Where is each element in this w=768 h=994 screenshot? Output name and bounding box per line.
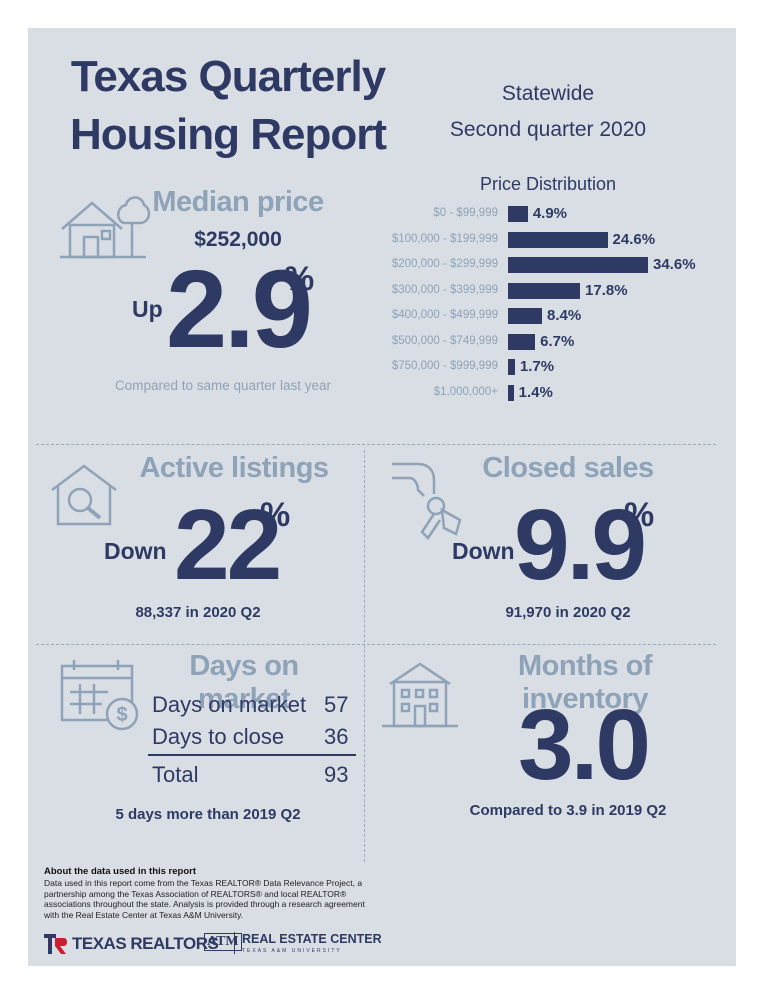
divider-vertical	[364, 450, 365, 862]
house-with-tree-icon	[60, 196, 151, 259]
months-inventory-value: 3.0	[517, 689, 651, 801]
chart-value-label: 6.7%	[540, 332, 575, 350]
chart-value-label: 34.6%	[653, 256, 696, 273]
active-listings-heading: Active listings	[139, 452, 329, 484]
dom-total-label: Total	[152, 762, 199, 787]
dom-total-value: 93	[324, 762, 349, 787]
median-price-change: 2.9	[166, 248, 313, 371]
svg-text:$: $	[116, 704, 127, 726]
logo-separator	[234, 932, 235, 954]
chart-bar	[508, 384, 514, 401]
active-listings-note: 88,337 in 2020 Q2	[135, 604, 261, 621]
active-listings-change: 22	[174, 489, 282, 601]
chart-category-label: $500,000 - $749,999	[391, 334, 498, 347]
chart-value-label: 1.7%	[519, 358, 555, 375]
dom-row-label-1: Days on market	[152, 692, 307, 717]
median-price-heading: Median price	[152, 186, 324, 218]
chart-value-label: 24.6%	[612, 230, 656, 248]
hand-with-keys-icon	[392, 462, 462, 540]
chart-bar	[508, 282, 581, 299]
report-title-line1: Texas Quarterly	[70, 52, 386, 101]
chart-category-label: $750,000 - $999,999	[391, 360, 498, 372]
chart-bar	[508, 359, 515, 375]
chart-value-label: 1.4%	[518, 383, 553, 401]
texas-realtors-logo-mark	[44, 934, 67, 954]
median-price-unit: %	[284, 260, 315, 298]
chart-value-label: 17.8%	[585, 281, 628, 299]
about-text: Data used in this report come from the T…	[44, 878, 365, 920]
dom-row-value-2: 36	[324, 724, 349, 749]
about-heading: About the data used in this report	[44, 866, 197, 877]
chart-bar	[508, 333, 536, 350]
chart-title: Price Distribution	[479, 174, 617, 194]
report-sheet: Texas Quarterly Housing Report Statewide…	[28, 28, 736, 966]
dom-row-value-1: 57	[324, 692, 349, 717]
chart-bar	[508, 206, 528, 222]
dom-total-rule	[148, 754, 356, 756]
closed-sales-heading: Closed sales	[482, 452, 654, 484]
chart-category-label: $1,000,000+	[433, 385, 498, 398]
months-inventory-heading: Months of inventory	[517, 650, 653, 715]
chart-bar	[508, 231, 608, 248]
apartment-building-icon	[382, 662, 458, 728]
dom-row-label-2: Days to close	[152, 724, 285, 749]
chart-category-label: $0 - $99,999	[433, 207, 498, 219]
real-estate-center-subtext: TEXAS A&M UNIVERSITY	[242, 948, 342, 954]
tamu-logo-mark: ATM	[204, 933, 242, 951]
days-on-market-heading: Days on market	[189, 650, 299, 715]
calendar-dollar-icon: $	[60, 660, 139, 731]
chart-category-label: $300,000 - $399,999	[391, 283, 498, 296]
median-price-value: $252,000	[194, 228, 282, 251]
days-on-market-note: 5 days more than 2019 Q2	[115, 806, 301, 823]
divider-middle	[36, 644, 716, 645]
texas-realtors-logo-text: TEXAS REALTORS	[72, 934, 219, 953]
house-magnifier-icon	[51, 464, 117, 526]
closed-sales-note: 91,970 in 2020 Q2	[505, 604, 631, 621]
real-estate-center-logo-text: REAL ESTATE CENTER	[242, 932, 382, 946]
chart-category-label: $400,000 - $499,999	[391, 309, 498, 321]
months-inventory-note: Compared to 3.9 in 2019 Q2	[469, 802, 667, 819]
period-label: Second quarter 2020	[449, 118, 647, 141]
price-distribution-chart: $0 - $99,999 4.9% $100,000 - $199,999 24.6%…	[318, 205, 728, 416]
region-label: Statewide	[501, 82, 595, 105]
report-title-line2: Housing Report	[70, 110, 387, 159]
closed-sales-unit: %	[624, 496, 655, 534]
chart-value-label: 4.9%	[532, 205, 568, 222]
median-price-note: Compared to same quarter last year	[114, 378, 332, 393]
chart-bar	[508, 308, 542, 324]
active-listings-unit: %	[260, 496, 291, 534]
chart-category-label: $100,000 - $199,999	[391, 232, 498, 245]
closed-sales-change: 9.9	[514, 489, 647, 601]
chart-value-label: 8.4%	[546, 307, 582, 324]
closed-sales-direction: Down	[452, 538, 515, 564]
active-listings-direction: Down	[104, 538, 167, 564]
chart-bar	[508, 257, 648, 273]
median-price-direction: Up	[132, 296, 163, 322]
divider-top	[36, 444, 716, 445]
chart-category-label: $200,000 - $299,999	[391, 258, 498, 270]
